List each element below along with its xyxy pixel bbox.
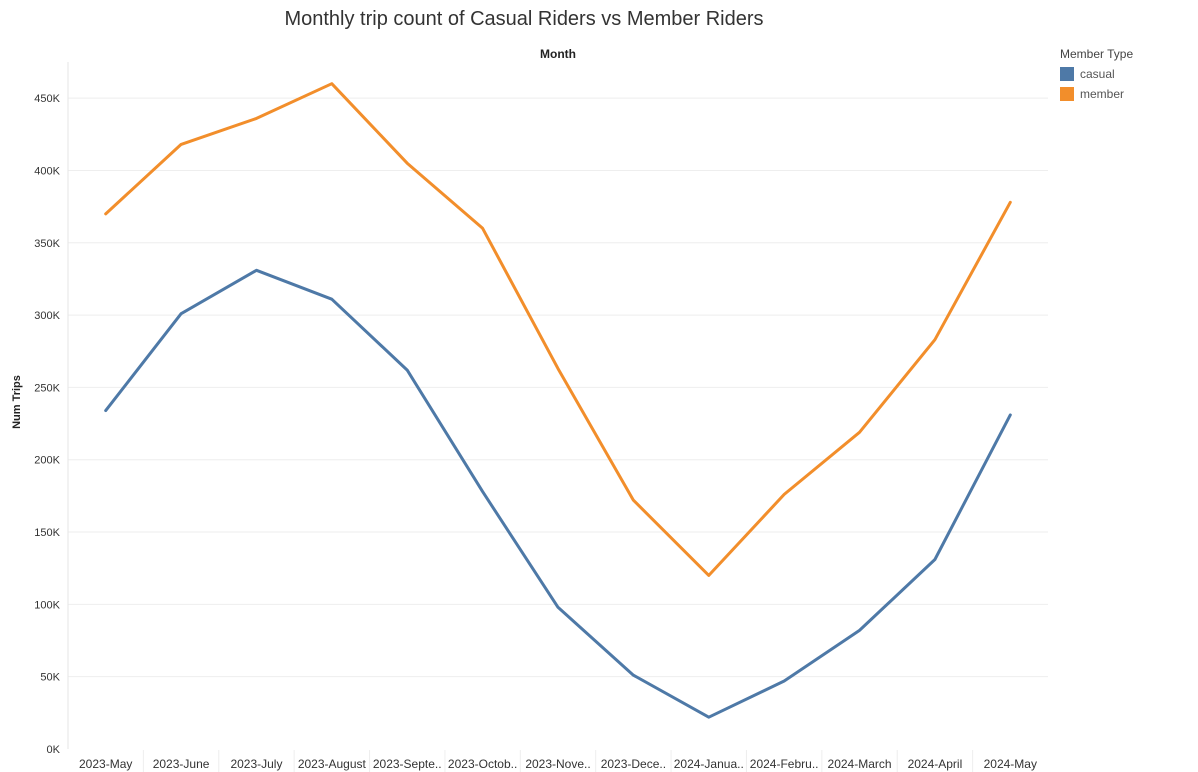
x-tick-label: 2023-July bbox=[230, 757, 282, 771]
x-tick-label: 2024-Febru.. bbox=[750, 757, 819, 771]
legend-item-member[interactable]: member bbox=[1060, 84, 1133, 104]
line-chart: 0K 50K 100K 150K 200K 250K 300K 350K 400K 450K 20… bbox=[34, 62, 1048, 772]
y-tick-label: 300K bbox=[34, 310, 60, 322]
y-tick-label: 200K bbox=[34, 455, 60, 467]
legend[interactable]: Member Type casual member bbox=[1060, 47, 1133, 104]
legend-label-member: member bbox=[1080, 87, 1125, 101]
y-tick-labels: 0K 50K 100K 150K 200K 250K 300K 350K 400K 450K bbox=[34, 93, 60, 756]
x-tick-label: 2024-May bbox=[984, 757, 1037, 771]
y-tick-label: 150K bbox=[34, 527, 60, 539]
series-line-casual[interactable] bbox=[104, 268, 1012, 719]
y-tick-label: 250K bbox=[34, 382, 60, 394]
y-tick-label: 400K bbox=[34, 165, 60, 177]
x-tick-label: 2023-May bbox=[79, 757, 132, 771]
y-tick-label: 0K bbox=[47, 744, 61, 756]
x-tick-label: 2024-April bbox=[908, 757, 963, 771]
y-tick-label: 350K bbox=[34, 238, 60, 250]
legend-title: Member Type bbox=[1060, 47, 1134, 61]
y-tick-label: 450K bbox=[34, 93, 60, 105]
legend-swatch-casual bbox=[1060, 67, 1074, 81]
series-lines bbox=[104, 82, 1012, 719]
x-tick-label: 2024-Janua.. bbox=[674, 757, 744, 771]
x-tick-label: 2024-March bbox=[828, 757, 892, 771]
y-tick-label: 100K bbox=[34, 599, 60, 611]
x-axis-title: Month bbox=[540, 47, 576, 61]
y-tick-label: 50K bbox=[40, 672, 60, 684]
legend-label-casual: casual bbox=[1080, 67, 1115, 81]
legend-swatch-member bbox=[1060, 87, 1074, 101]
x-tick-label: 2023-Octob.. bbox=[448, 757, 517, 771]
x-tick-labels: 2023-May 2023-June 2023-July 2023-August 202… bbox=[79, 750, 1037, 772]
x-tick-label: 2023-Dece.. bbox=[601, 757, 666, 771]
x-tick-label: 2023-June bbox=[153, 757, 210, 771]
chart-title: Monthly trip count of Casual Riders vs M… bbox=[284, 8, 764, 30]
x-tick-label: 2023-Septe.. bbox=[373, 757, 442, 771]
x-tick-label: 2023-August bbox=[298, 757, 367, 771]
gridlines bbox=[68, 97, 1048, 678]
series-line-member[interactable] bbox=[104, 82, 1012, 577]
legend-item-casual[interactable]: casual bbox=[1060, 64, 1133, 84]
x-tick-label: 2023-Nove.. bbox=[525, 757, 590, 771]
